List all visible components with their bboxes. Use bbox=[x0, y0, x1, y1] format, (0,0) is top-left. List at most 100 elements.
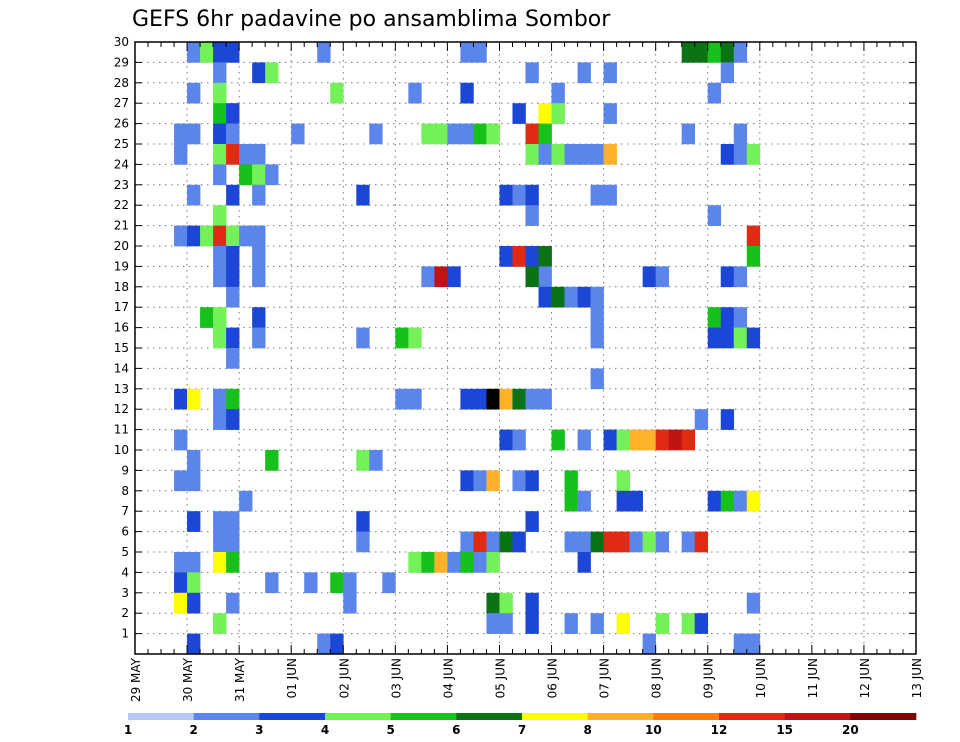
heatmap-cell bbox=[226, 246, 240, 267]
heatmap-cell bbox=[213, 205, 227, 226]
colorbar-segment bbox=[259, 713, 326, 720]
heatmap-cell bbox=[538, 286, 552, 308]
heatmap-cell bbox=[733, 307, 748, 328]
heatmap-cell bbox=[226, 225, 240, 247]
heatmap-cell bbox=[174, 225, 188, 247]
heatmap-cell bbox=[174, 470, 188, 492]
heatmap-cell bbox=[525, 592, 539, 614]
heatmap-cell bbox=[213, 266, 227, 288]
heatmap-cell bbox=[681, 42, 696, 63]
heatmap-cell bbox=[408, 327, 422, 349]
colorbar-segment bbox=[128, 713, 194, 720]
heatmap-cell bbox=[577, 286, 591, 308]
heatmap-cell bbox=[525, 123, 539, 145]
heatmap-cell bbox=[681, 613, 696, 634]
heatmap-cell bbox=[187, 450, 201, 471]
heatmap-cell bbox=[746, 490, 761, 512]
y-tick-label: 27 bbox=[114, 96, 129, 110]
y-tick-label: 4 bbox=[121, 565, 129, 579]
y-tick-label: 14 bbox=[114, 361, 129, 375]
heatmap-cell bbox=[551, 286, 565, 308]
heatmap-cell bbox=[499, 388, 513, 410]
heatmap-cell bbox=[187, 552, 201, 573]
x-tick-label: 03 JUN bbox=[389, 658, 403, 698]
heatmap-cell bbox=[694, 409, 709, 430]
heatmap-cell bbox=[226, 348, 240, 369]
y-tick-label: 19 bbox=[114, 259, 129, 273]
heatmap-cell bbox=[551, 103, 565, 124]
heatmap-cell bbox=[187, 123, 201, 145]
heatmap-cell bbox=[174, 429, 188, 451]
y-tick-label: 13 bbox=[114, 382, 129, 396]
heatmap-cell bbox=[213, 82, 227, 104]
heatmap-cell bbox=[408, 82, 422, 104]
heatmap-cell bbox=[590, 613, 604, 634]
y-tick-label: 29 bbox=[114, 55, 129, 69]
heatmap-cell bbox=[512, 388, 526, 410]
heatmap-cell bbox=[512, 184, 526, 206]
y-tick-label: 23 bbox=[114, 178, 129, 192]
heatmap-cell bbox=[486, 613, 500, 634]
colorbar-segment bbox=[325, 713, 391, 720]
heatmap-cell bbox=[486, 531, 500, 553]
heatmap-cell bbox=[720, 490, 735, 512]
heatmap-cell bbox=[252, 225, 266, 247]
heatmap-cell bbox=[616, 531, 630, 553]
heatmap-cell bbox=[733, 42, 748, 63]
heatmap-cell bbox=[538, 246, 552, 267]
heatmap-cell bbox=[590, 184, 604, 206]
heatmap-cell bbox=[421, 266, 435, 288]
heatmap-cell bbox=[577, 552, 591, 573]
heatmap-cell bbox=[213, 531, 227, 553]
heatmap-cell bbox=[603, 184, 617, 206]
heatmap-cell bbox=[707, 327, 722, 349]
heatmap-cell bbox=[642, 266, 656, 288]
y-tick-label: 15 bbox=[114, 341, 129, 355]
heatmap-cell bbox=[187, 470, 201, 492]
heatmap-cell bbox=[707, 205, 722, 226]
heatmap-cell bbox=[629, 531, 643, 553]
heatmap-cell bbox=[226, 123, 240, 145]
y-tick-label: 24 bbox=[114, 157, 129, 171]
heatmap-cell bbox=[330, 82, 344, 104]
heatmap-cell bbox=[317, 633, 331, 655]
x-tick-label: 11 JUN bbox=[806, 658, 820, 698]
heatmap-cell bbox=[187, 184, 201, 206]
heatmap-cell bbox=[187, 592, 201, 614]
heatmap-cell bbox=[343, 592, 357, 614]
heatmap-cell bbox=[681, 123, 696, 145]
y-axis: 1234567891011121314151617181920212223242… bbox=[114, 35, 916, 641]
heatmap-cell bbox=[187, 82, 201, 104]
y-tick-label: 18 bbox=[114, 280, 129, 294]
y-tick-label: 12 bbox=[114, 402, 129, 416]
x-tick-label: 30 MAY bbox=[181, 657, 195, 702]
heatmap-cells bbox=[174, 42, 761, 655]
colorbar-label: 1 bbox=[124, 723, 132, 737]
heatmap-cell bbox=[187, 511, 201, 532]
heatmap-cell bbox=[642, 633, 656, 655]
heatmap-cell bbox=[577, 429, 591, 451]
heatmap-cell bbox=[200, 42, 214, 63]
heatmap-cell bbox=[174, 552, 188, 573]
heatmap-cell bbox=[239, 225, 253, 247]
heatmap-cell bbox=[226, 552, 240, 573]
heatmap-cell bbox=[616, 470, 630, 492]
heatmap-cell bbox=[694, 42, 709, 63]
heatmap-cell bbox=[616, 429, 630, 451]
colorbar-label: 5 bbox=[386, 723, 394, 737]
heatmap-cell bbox=[642, 429, 656, 451]
heatmap-cell bbox=[733, 327, 748, 349]
heatmap-cell bbox=[538, 266, 552, 288]
y-tick-label: 22 bbox=[114, 198, 129, 212]
heatmap-cell bbox=[538, 144, 552, 165]
heatmap-cell bbox=[265, 572, 279, 594]
heatmap-cell bbox=[681, 531, 696, 553]
heatmap-cell bbox=[733, 123, 748, 145]
y-tick-label: 21 bbox=[114, 219, 129, 233]
y-tick-label: 2 bbox=[121, 606, 129, 620]
heatmap-cell bbox=[499, 613, 513, 634]
heatmap-cell bbox=[525, 62, 539, 84]
colorbar-label: 3 bbox=[255, 723, 263, 737]
heatmap-cell bbox=[525, 205, 539, 226]
heatmap-cell bbox=[707, 307, 722, 328]
